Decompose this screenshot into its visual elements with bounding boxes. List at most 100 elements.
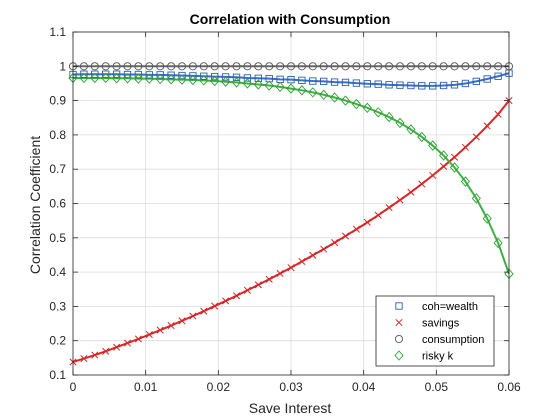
y-tick-label: 0.1 bbox=[49, 368, 66, 382]
data-point-consumption bbox=[483, 62, 492, 71]
axes bbox=[72, 31, 510, 376]
x-tick-label: 0 bbox=[70, 380, 77, 394]
data-point-consumption bbox=[177, 62, 187, 71]
data-point-savings bbox=[211, 302, 219, 310]
data-point-consumption bbox=[417, 62, 426, 71]
data-point-risky-k bbox=[340, 95, 351, 106]
data-point-coh-wealth bbox=[450, 81, 459, 89]
data-point-risky-k bbox=[417, 131, 427, 143]
data-point-risky-k bbox=[242, 78, 253, 89]
legend-label-coh-wealth: coh=wealth bbox=[422, 301, 478, 313]
data-point-risky-k bbox=[297, 85, 307, 96]
data-point-risky-k bbox=[220, 76, 231, 87]
data-point-consumption bbox=[494, 62, 503, 71]
data-point-consumption bbox=[199, 62, 208, 71]
data-point-risky-k bbox=[155, 73, 165, 85]
data-point-coh-wealth bbox=[472, 77, 480, 86]
legend-entries: coh=wealth savings consumption risky k bbox=[394, 301, 484, 363]
legend-marker-coh-wealth bbox=[395, 302, 403, 310]
x-tick-label: 0.02 bbox=[207, 380, 231, 394]
data-point-savings bbox=[178, 317, 186, 325]
data-point-coh-wealth bbox=[330, 78, 339, 86]
data-point-risky-k bbox=[362, 102, 372, 113]
data-point-savings bbox=[156, 326, 164, 334]
x-tick-label: 0.04 bbox=[352, 380, 376, 394]
y-tick-label: 1 bbox=[59, 59, 66, 73]
data-point-savings bbox=[298, 257, 306, 266]
data-point-coh-wealth bbox=[363, 80, 371, 88]
data-point-savings bbox=[232, 292, 241, 300]
data-point-savings bbox=[276, 269, 284, 278]
y-tick-label: 0.3 bbox=[49, 299, 66, 313]
data-point-savings bbox=[396, 196, 404, 204]
y-tick-label: 0.2 bbox=[49, 334, 66, 348]
data-point-coh-wealth bbox=[221, 73, 230, 81]
data-point-risky-k bbox=[438, 150, 449, 161]
chart-title: Correlation with Consumption bbox=[190, 11, 391, 27]
data-point-coh-wealth bbox=[145, 71, 153, 79]
data-point-savings bbox=[352, 225, 360, 233]
data-point-risky-k bbox=[286, 83, 296, 94]
data-point-savings bbox=[483, 122, 491, 130]
data-point-savings bbox=[385, 204, 393, 212]
data-point-coh-wealth bbox=[167, 71, 175, 79]
data-point-savings bbox=[363, 218, 371, 226]
legend-marker-risky-k bbox=[394, 350, 404, 361]
data-point-coh-wealth bbox=[200, 72, 208, 80]
data-point-risky-k bbox=[231, 77, 242, 88]
data-point-coh-wealth bbox=[265, 74, 273, 83]
data-point-savings bbox=[472, 133, 480, 141]
data-point-coh-wealth bbox=[189, 72, 197, 80]
data-point-coh-wealth bbox=[254, 74, 262, 82]
data-point-risky-k bbox=[351, 98, 362, 110]
data-point-savings bbox=[418, 180, 426, 188]
data-point-consumption bbox=[134, 62, 143, 71]
data-point-consumption bbox=[472, 62, 481, 71]
data-point-coh-wealth bbox=[494, 72, 502, 80]
data-point-coh-wealth bbox=[407, 81, 415, 90]
data-point-consumption bbox=[101, 62, 110, 71]
data-point-consumption bbox=[297, 62, 306, 71]
y-tick-label: 1.1 bbox=[49, 25, 66, 39]
data-point-consumption bbox=[385, 62, 394, 71]
data-point-consumption bbox=[123, 62, 132, 71]
data-point-coh-wealth bbox=[243, 74, 252, 82]
data-point-coh-wealth bbox=[123, 70, 132, 79]
data-point-risky-k bbox=[384, 111, 394, 123]
data-point-risky-k bbox=[482, 213, 492, 224]
data-point-savings bbox=[440, 162, 448, 171]
data-point-coh-wealth bbox=[287, 76, 295, 84]
data-point-consumption bbox=[156, 62, 165, 71]
data-point-consumption bbox=[461, 62, 470, 71]
data-point-risky-k bbox=[111, 73, 122, 84]
data-point-risky-k bbox=[428, 140, 438, 151]
data-point-consumption bbox=[330, 62, 339, 71]
data-point-consumption bbox=[167, 62, 176, 71]
data-point-coh-wealth bbox=[102, 70, 110, 78]
data-point-consumption bbox=[243, 62, 252, 71]
data-point-consumption bbox=[319, 62, 328, 71]
data-point-savings bbox=[341, 232, 350, 240]
data-point-consumption bbox=[341, 62, 350, 71]
data-point-coh-wealth bbox=[134, 70, 143, 79]
y-tick-label: 0.9 bbox=[49, 94, 66, 108]
data-point-savings bbox=[494, 110, 502, 118]
data-point-coh-wealth bbox=[439, 81, 448, 90]
legend-label-risky-k: risky k bbox=[422, 351, 454, 363]
legend-label-consumption: consumption bbox=[422, 334, 484, 346]
data-point-consumption bbox=[90, 62, 99, 71]
data-point-risky-k bbox=[493, 237, 503, 249]
data-point-risky-k bbox=[144, 73, 154, 84]
y-tick-label: 0.8 bbox=[49, 128, 66, 142]
data-point-savings bbox=[254, 281, 262, 289]
data-point-risky-k bbox=[329, 92, 340, 103]
data-point-savings bbox=[374, 211, 382, 219]
data-point-coh-wealth bbox=[211, 72, 219, 81]
data-point-risky-k bbox=[275, 81, 285, 93]
data-point-coh-wealth bbox=[418, 82, 426, 90]
data-point-consumption bbox=[286, 62, 296, 71]
data-point-risky-k bbox=[395, 117, 405, 129]
data-point-risky-k bbox=[188, 74, 198, 86]
data-point-risky-k bbox=[308, 87, 318, 98]
